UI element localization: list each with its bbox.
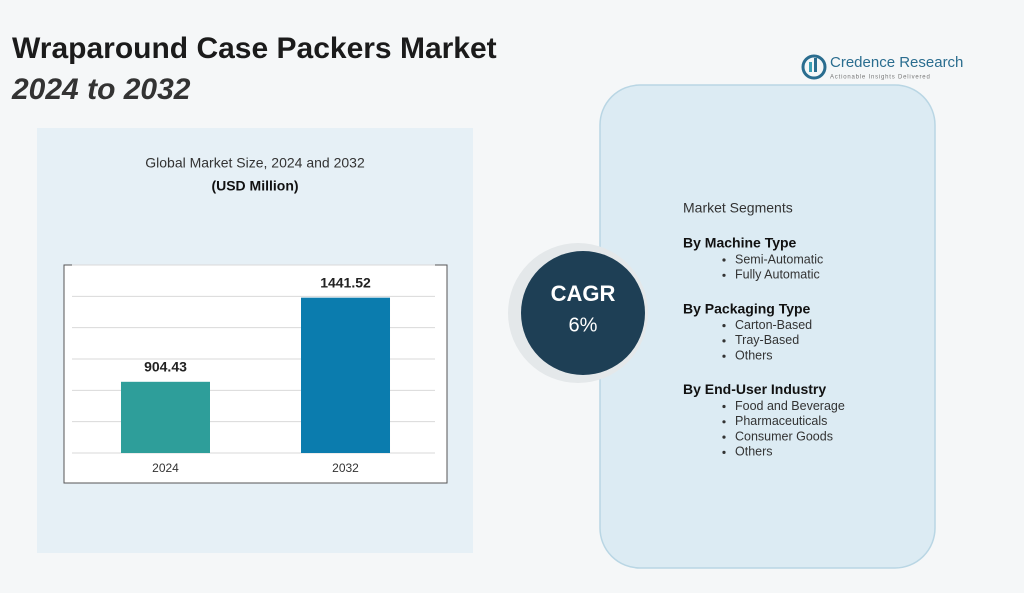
segment-item: Carton-Based — [735, 318, 812, 332]
logo-icon-bar — [809, 62, 812, 72]
logo-name: Credence Research — [830, 54, 963, 71]
segment-group: By Machine Type — [683, 235, 797, 251]
bullet — [722, 404, 726, 409]
segment-item: Others — [735, 348, 773, 362]
cagr-circle — [521, 251, 645, 375]
page-title: Wraparound Case Packers Market — [12, 32, 497, 65]
bullet — [722, 324, 726, 328]
cagr-value: 6% — [569, 314, 598, 336]
bar — [120, 381, 210, 453]
segment-item: Others — [735, 445, 773, 459]
bar — [301, 297, 391, 453]
plot: 2024 904.43 2032 1441.52 — [72, 264, 435, 475]
x-tick-label: 2032 — [332, 461, 359, 475]
logo-tagline: Actionable Insights Delivered — [830, 75, 931, 81]
bullet — [722, 273, 726, 277]
page-subtitle: 2024 to 2032 — [11, 73, 191, 106]
segment-group: By Packaging Type — [683, 300, 811, 316]
chart-subtitle: (USD Million) — [211, 178, 298, 194]
bullet — [722, 354, 726, 358]
bullet — [722, 435, 726, 439]
segments-title: Market Segments — [683, 200, 793, 216]
bullet — [722, 450, 726, 454]
segment-group: By End-User Industry — [683, 381, 826, 397]
value-label: 1441.52 — [320, 274, 371, 290]
segment-item: Consumer Goods — [735, 429, 833, 443]
segment-item: Pharmaceuticals — [735, 414, 827, 428]
logo-icon-bar — [814, 58, 817, 72]
segment-item: Food and Beverage — [735, 399, 845, 413]
x-tick-label: 2024 — [152, 461, 179, 475]
bullet — [722, 258, 726, 262]
segment-item: Fully Automatic — [735, 268, 820, 282]
segment-item: Tray-Based — [735, 333, 799, 347]
logo: Credence Research Actionable Insights De… — [801, 54, 963, 81]
chart-title: Global Market Size, 2024 and 2032 — [145, 155, 365, 171]
cagr-label: CAGR — [551, 281, 616, 306]
value-label: 904.43 — [144, 359, 187, 375]
bullet — [722, 420, 726, 424]
bullet — [722, 339, 726, 343]
segment-item: Semi-Automatic — [735, 252, 823, 266]
logo-icon — [801, 54, 827, 80]
